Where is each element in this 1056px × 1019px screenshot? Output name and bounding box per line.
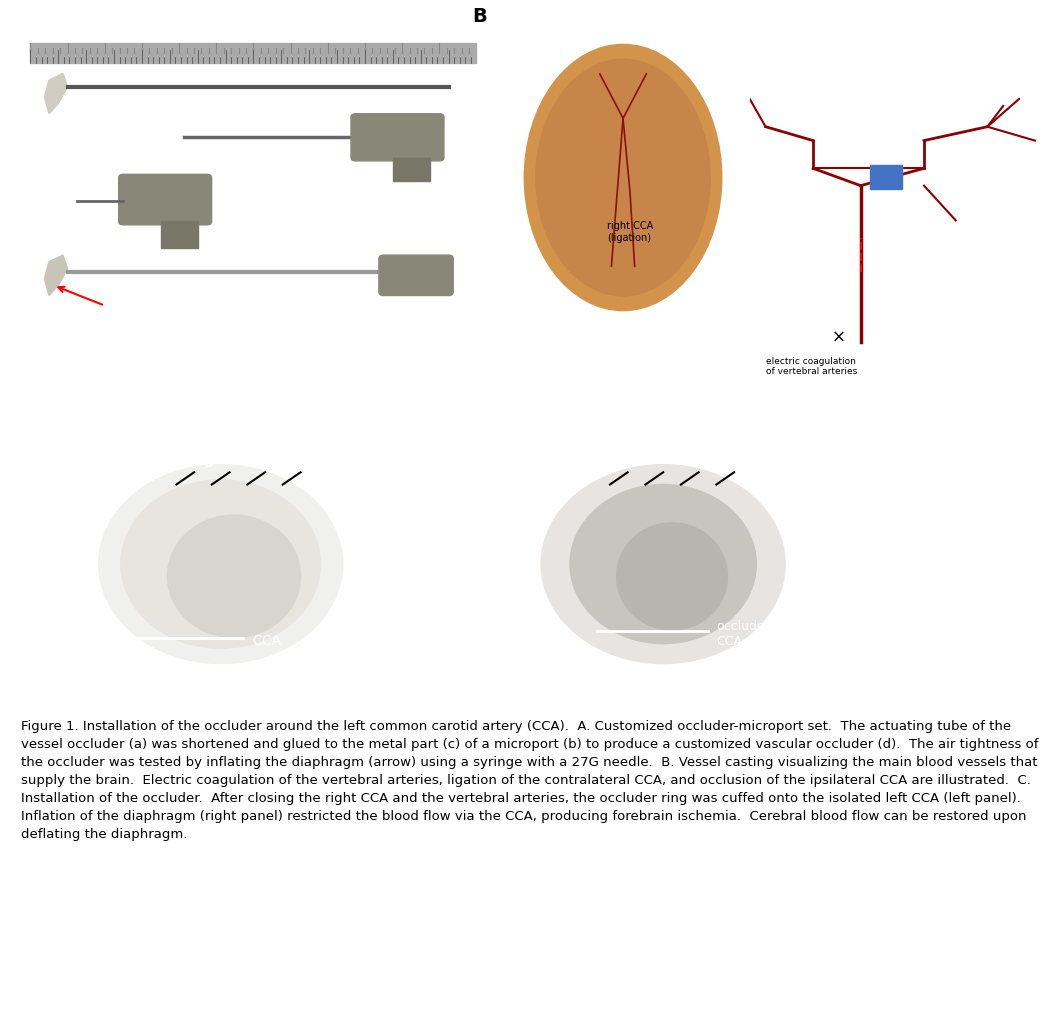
Text: b: b: [309, 117, 318, 131]
Polygon shape: [44, 256, 68, 297]
Text: occluded
CCA: occluded CCA: [716, 619, 773, 647]
Text: Occluder with
inflated diaphragm
around the CCA: Occluder with inflated diaphragm around …: [640, 424, 775, 467]
Ellipse shape: [617, 524, 728, 630]
Ellipse shape: [570, 485, 756, 644]
Text: ×: ×: [831, 328, 846, 346]
Ellipse shape: [542, 465, 785, 664]
Text: right CCA
(ligation): right CCA (ligation): [607, 221, 654, 243]
Bar: [870, 166, 902, 190]
Text: Figure 1. Installation of the occluder around the left common carotid artery (CC: Figure 1. Installation of the occluder a…: [21, 719, 1039, 841]
Text: B: B: [472, 7, 487, 25]
Text: a: a: [137, 66, 146, 81]
Ellipse shape: [168, 516, 301, 638]
Bar: [161, 222, 197, 249]
Text: Occluder
with deflated
diaphragm: Occluder with deflated diaphragm: [143, 424, 237, 467]
Text: diaphragm: diaphragm: [110, 310, 177, 323]
Ellipse shape: [99, 465, 342, 664]
FancyBboxPatch shape: [351, 114, 444, 162]
Text: d: d: [124, 249, 132, 262]
FancyBboxPatch shape: [379, 256, 453, 297]
Bar: [31, 44, 476, 64]
Text: c: c: [216, 187, 224, 202]
Text: CCA: CCA: [251, 633, 281, 647]
Bar: [393, 158, 430, 181]
Polygon shape: [44, 74, 68, 114]
Ellipse shape: [524, 45, 722, 311]
Ellipse shape: [120, 480, 321, 648]
Text: electric coagulation
of vertebral arteries: electric coagulation of vertebral arteri…: [766, 357, 856, 376]
FancyBboxPatch shape: [118, 175, 211, 225]
Ellipse shape: [535, 60, 710, 297]
